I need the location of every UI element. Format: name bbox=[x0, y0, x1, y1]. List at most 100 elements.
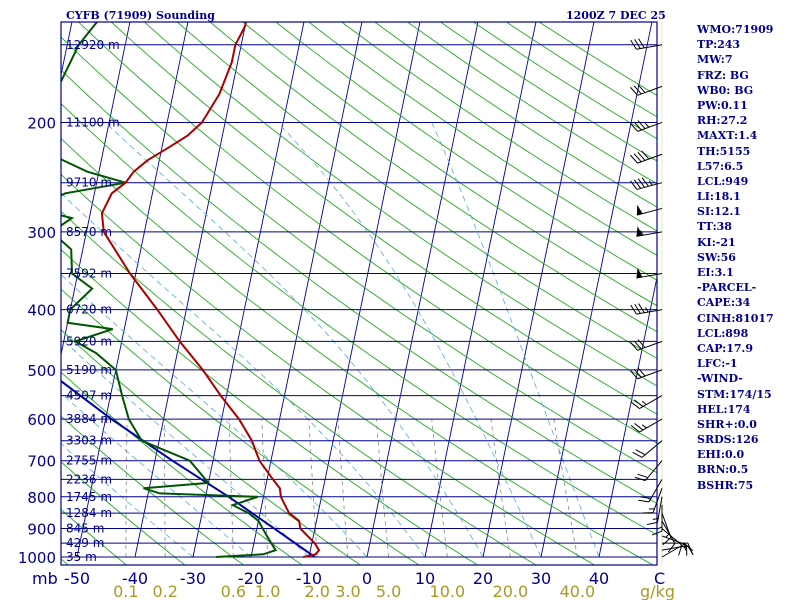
wind-barb-half bbox=[641, 424, 647, 429]
wind-barb-staff bbox=[637, 340, 663, 351]
temperature-label: 0 bbox=[362, 569, 372, 588]
temperature-label: 30 bbox=[531, 569, 551, 588]
dry-adiabat-line bbox=[308, 22, 657, 256]
mixing-ratio-label: 5.0 bbox=[376, 582, 401, 600]
index-1: TP:243 bbox=[697, 38, 741, 52]
wind-barb-full bbox=[630, 180, 638, 190]
mixing-ratio-labels: 0.1 0.2 0.6 1.0 2.0 3.0 5.0 10.0 20.0 40.0 bbox=[113, 582, 595, 600]
index-17: -PARCEL- bbox=[697, 281, 757, 295]
dry-adiabat-line bbox=[209, 22, 657, 333]
dry-adiabat-line bbox=[61, 371, 303, 565]
wind-barb-full bbox=[646, 521, 658, 526]
dry-adiabat-line bbox=[61, 69, 657, 504]
wind-barb-staff bbox=[652, 488, 663, 513]
height-label: 11100 m bbox=[66, 115, 120, 129]
wind-barb-staff bbox=[661, 545, 688, 551]
isobar-lines bbox=[61, 44, 657, 558]
index-20: LCL:898 bbox=[697, 326, 749, 340]
index-13: TT:38 bbox=[697, 220, 732, 234]
wind-barb bbox=[646, 496, 663, 526]
wind-barb-half bbox=[644, 307, 649, 313]
height-label: 1284 m bbox=[66, 506, 112, 520]
dry-adiabat-line bbox=[61, 103, 657, 536]
height-label: 35 m bbox=[66, 550, 97, 564]
mixing-ratio-label: 1.0 bbox=[255, 582, 280, 600]
wind-barb-full bbox=[630, 122, 638, 132]
wind-barb bbox=[630, 84, 663, 96]
mixing-ratio-line bbox=[228, 419, 234, 558]
dry-adiabat-line bbox=[176, 22, 657, 360]
wind-barb-full bbox=[638, 38, 645, 49]
height-label: 2236 m bbox=[66, 472, 112, 486]
chart-title: CYFB (71909) Sounding bbox=[66, 9, 215, 22]
wind-barb-full bbox=[638, 303, 645, 313]
wind-barb-staff bbox=[648, 479, 663, 503]
wind-barb-full bbox=[637, 84, 646, 93]
moist-adiabat-line bbox=[61, 273, 368, 558]
height-label: 429 m bbox=[66, 536, 104, 550]
index-30: BSHR:75 bbox=[697, 478, 754, 492]
index-6: RH:27.2 bbox=[697, 114, 748, 128]
wind-barb-half bbox=[656, 526, 663, 530]
wind-barb-staff bbox=[636, 44, 663, 50]
wind-barb-staff bbox=[636, 273, 663, 279]
index-2: MW:7 bbox=[697, 53, 733, 67]
mixing-ratio-label: 20.0 bbox=[493, 582, 529, 600]
wind-barb-full bbox=[635, 449, 646, 456]
wind-barb-full bbox=[637, 339, 646, 348]
wind-barb-full bbox=[678, 545, 683, 556]
mixing-ratio-label: 0.1 bbox=[113, 582, 138, 600]
wind-barb-staff bbox=[641, 440, 663, 458]
wind-barb-full bbox=[642, 512, 654, 514]
wind-barb-full bbox=[637, 367, 646, 377]
wind-barb-half bbox=[648, 180, 653, 186]
index-11: LI:18.1 bbox=[697, 190, 741, 204]
wind-barb-staff bbox=[637, 121, 663, 132]
wind-barb bbox=[636, 267, 663, 279]
dry-adiabat-line bbox=[61, 137, 654, 565]
wind-barb-staff bbox=[661, 512, 672, 538]
pressure-label: 200 bbox=[27, 114, 56, 132]
pressure-label: 300 bbox=[27, 224, 56, 242]
index-12: SI:12.1 bbox=[697, 205, 741, 219]
index-9: L57:6.5 bbox=[697, 159, 744, 173]
isotherm-line bbox=[250, 22, 363, 558]
wind-barb-full bbox=[641, 177, 649, 187]
height-label: 8570 m bbox=[66, 225, 112, 239]
wind-barb bbox=[630, 120, 663, 132]
wind-barb-full bbox=[634, 304, 641, 314]
wind-barb bbox=[630, 395, 663, 410]
dry-adiabat-line bbox=[143, 22, 657, 387]
dry-adiabat-line bbox=[61, 329, 362, 565]
isotherm-line bbox=[598, 275, 657, 558]
wind-barb-full bbox=[634, 423, 644, 431]
wind-barb-pennant bbox=[636, 204, 643, 216]
wind-barb-full bbox=[637, 120, 646, 129]
dewpoint-line bbox=[61, 22, 278, 558]
dry-adiabat-line bbox=[275, 22, 657, 281]
mixing-ratio-line bbox=[375, 419, 389, 558]
index-21: CAP:17.9 bbox=[697, 341, 754, 355]
wind-barb bbox=[630, 303, 663, 315]
temperature-label: -20 bbox=[238, 569, 264, 588]
profile-curves bbox=[61, 22, 321, 558]
dry-adiabat-line bbox=[61, 210, 537, 565]
index-25: HEL:174 bbox=[697, 402, 751, 416]
temperature-labels: -50 -40 -30 -20 -10 0 10 20 30 40 bbox=[64, 569, 609, 588]
wind-barb bbox=[636, 204, 663, 216]
index-5: PW:0.11 bbox=[697, 98, 748, 112]
wind-barb-full bbox=[633, 369, 642, 378]
pressure-label: 500 bbox=[27, 362, 56, 380]
index-14: KI:-21 bbox=[697, 235, 736, 249]
wind-barb-staff bbox=[644, 460, 663, 481]
wind-barb bbox=[651, 505, 663, 536]
index-26: SHR+:0.0 bbox=[697, 417, 757, 431]
temperature-label: 20 bbox=[473, 569, 493, 588]
height-label: 5920 m bbox=[66, 334, 112, 348]
mixing-ratio-line bbox=[125, 419, 128, 557]
wind-barb-staff bbox=[636, 309, 663, 315]
wind-barb-full bbox=[630, 401, 640, 409]
mixing-ratio-unit: g/kg bbox=[640, 582, 675, 600]
